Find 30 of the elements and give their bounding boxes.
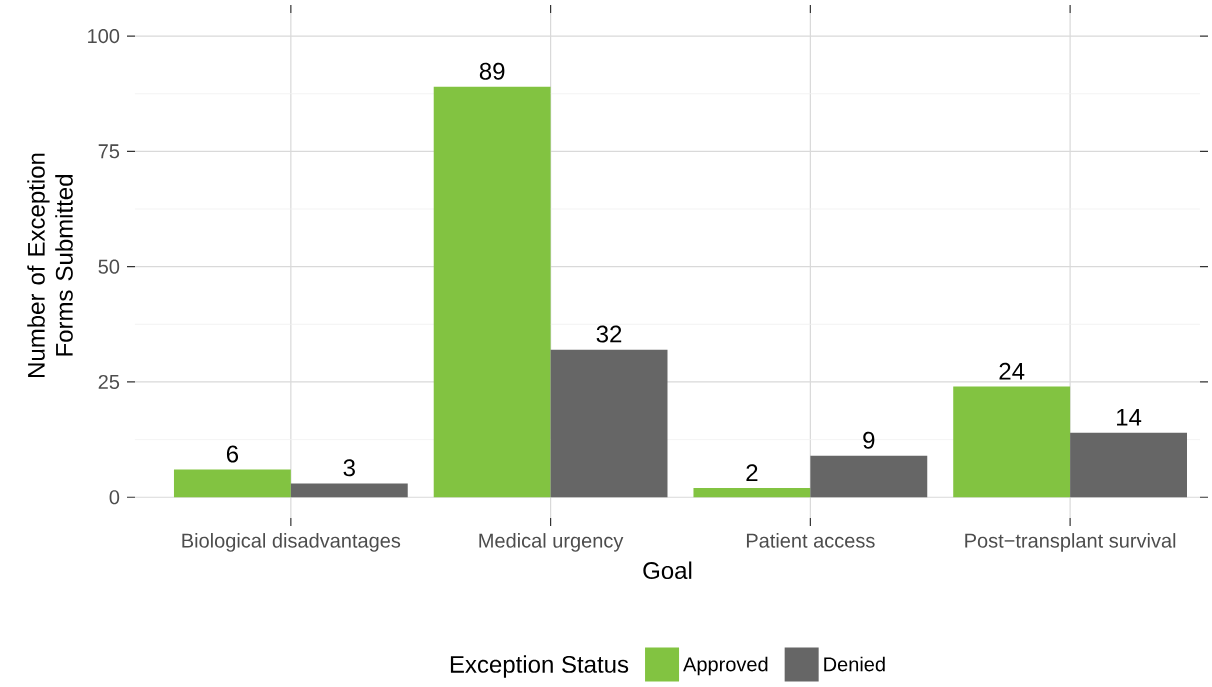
data-label: 3 bbox=[343, 459, 355, 477]
y-axis-title: Number of Exception Forms Submitted bbox=[27, 153, 73, 377]
legend-title: Exception Status bbox=[450, 655, 629, 678]
data-label: 32 bbox=[596, 325, 622, 343]
y-tick-label: 0 bbox=[109, 490, 120, 505]
bar bbox=[173, 469, 291, 498]
x-tick-label: Post−transplant survival bbox=[965, 533, 1176, 552]
y-tick-label: 50 bbox=[98, 259, 120, 274]
bar bbox=[810, 455, 928, 498]
bar bbox=[693, 488, 811, 498]
bar bbox=[433, 86, 551, 498]
data-label: 6 bbox=[226, 445, 239, 463]
x-tick-label: Patient access bbox=[746, 533, 875, 548]
data-label: 2 bbox=[746, 464, 758, 481]
x-tick-label: Medical urgency bbox=[479, 533, 624, 552]
x-axis-title: Goal bbox=[643, 561, 692, 580]
legend-label: Approved bbox=[683, 656, 768, 676]
data-label: 14 bbox=[1117, 409, 1142, 426]
data-label: 9 bbox=[863, 431, 875, 449]
data-label: 24 bbox=[999, 362, 1025, 380]
bar bbox=[550, 349, 668, 498]
legend-label: Denied bbox=[824, 656, 885, 672]
y-tick-label: 75 bbox=[98, 144, 120, 159]
bar bbox=[1070, 432, 1187, 498]
bar bbox=[290, 483, 408, 498]
y-tick-label: 100 bbox=[88, 28, 120, 44]
data-label: 89 bbox=[479, 62, 505, 80]
y-tick-label: 25 bbox=[98, 374, 120, 390]
bar bbox=[953, 386, 1071, 498]
x-tick-label: Biological disadvantages bbox=[182, 533, 401, 552]
